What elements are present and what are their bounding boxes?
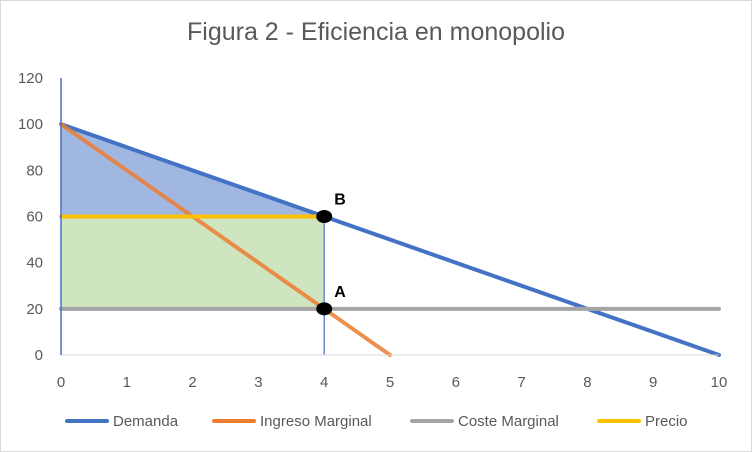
- point-b-marker: [316, 210, 333, 223]
- x-tick-label: 0: [57, 374, 65, 391]
- series-line-demanda: [59, 122, 721, 357]
- legend-label: Ingreso Marginal: [260, 412, 372, 430]
- y-tick-label: 40: [26, 255, 43, 272]
- legend-swatch: [65, 419, 109, 423]
- x-tick-label: 2: [188, 374, 196, 391]
- legend-swatch: [212, 419, 256, 423]
- legend-label: Demanda: [113, 412, 179, 430]
- x-tick-label: 1: [123, 374, 131, 391]
- x-tick-label: 9: [649, 374, 657, 391]
- y-tick-label: 120: [18, 70, 43, 87]
- x-tick-label: 6: [452, 374, 460, 391]
- chart-title: Figura 2 - Eficiencia en monopolio: [187, 18, 565, 46]
- x-tick-label: 10: [711, 374, 728, 391]
- x-tick-label: 3: [254, 374, 262, 391]
- legend-swatch: [410, 419, 454, 423]
- y-tick-label: 20: [26, 301, 43, 318]
- y-tick-label: 100: [18, 116, 43, 133]
- legend-item-ingreso-marginal: Ingreso Marginal: [212, 409, 372, 433]
- x-tick-label: 4: [320, 374, 328, 391]
- legend-item-precio: Precio: [597, 409, 688, 433]
- legend-item-demanda: Demanda: [65, 409, 178, 433]
- x-tick-label: 7: [517, 374, 525, 391]
- legend-item-coste-marginal: Coste Marginal: [410, 409, 559, 433]
- legend-swatch: [597, 419, 641, 423]
- series-line-ingreso-marginal: [59, 122, 392, 357]
- point-a-label: A: [334, 284, 346, 301]
- y-tick-label: 80: [26, 162, 43, 179]
- y-tick-label: 60: [26, 209, 43, 226]
- y-tick-label: 0: [35, 347, 43, 364]
- legend: Demanda Ingreso Marginal Coste Marginal Pre…: [0, 409, 752, 433]
- x-tick-label: 5: [386, 374, 394, 391]
- point-b-label: B: [334, 192, 346, 209]
- x-tick-label: 8: [583, 374, 591, 391]
- legend-label: Coste Marginal: [458, 412, 559, 430]
- shaded-region-2: [61, 216, 325, 309]
- point-a-marker: [316, 302, 333, 316]
- legend-label: Precio: [645, 412, 688, 430]
